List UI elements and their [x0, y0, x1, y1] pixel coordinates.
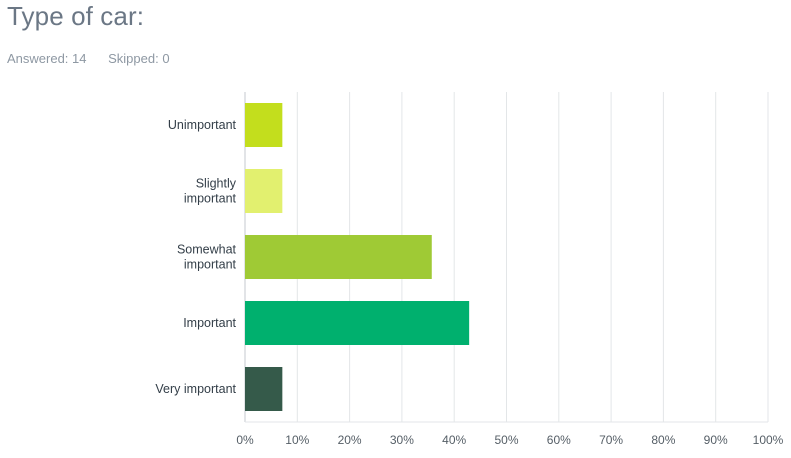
x-tick-label: 80%	[651, 433, 675, 447]
bar[interactable]	[245, 169, 283, 213]
answered-count: Answered: 14	[7, 51, 87, 66]
x-tick-label: 100%	[753, 433, 784, 447]
x-tick-label: 40%	[442, 433, 466, 447]
x-tick-label: 50%	[494, 433, 518, 447]
bar[interactable]	[245, 103, 283, 147]
category-label: Slightly important	[184, 177, 237, 206]
bar[interactable]	[245, 235, 432, 279]
bar[interactable]	[245, 301, 470, 345]
x-tick-label: 90%	[704, 433, 728, 447]
x-axis-ticks: 0% 10% 20% 30% 40% 50% 60% 70% 80% 90% 100%	[236, 433, 783, 447]
response-summary: Answered: 14 Skipped: 0	[7, 51, 170, 66]
category-label: Important	[183, 316, 236, 330]
skipped-count: Skipped: 0	[108, 51, 170, 66]
x-tick-label: 10%	[285, 433, 309, 447]
x-tick-label: 60%	[547, 433, 571, 447]
x-tick-label: 70%	[599, 433, 623, 447]
grid-lines	[244, 92, 769, 423]
x-tick-label: 20%	[338, 433, 362, 447]
bars	[245, 103, 470, 411]
category-label: Unimportant	[168, 118, 237, 132]
category-label: Very important	[155, 382, 236, 396]
question-title: Type of car:	[7, 1, 145, 31]
category-label: Somewhat important	[177, 243, 237, 272]
x-tick-label: 30%	[390, 433, 414, 447]
bar[interactable]	[245, 367, 283, 411]
x-tick-label: 0%	[236, 433, 254, 447]
category-labels: Unimportant Slightly important Somewhat impo…	[155, 118, 236, 396]
